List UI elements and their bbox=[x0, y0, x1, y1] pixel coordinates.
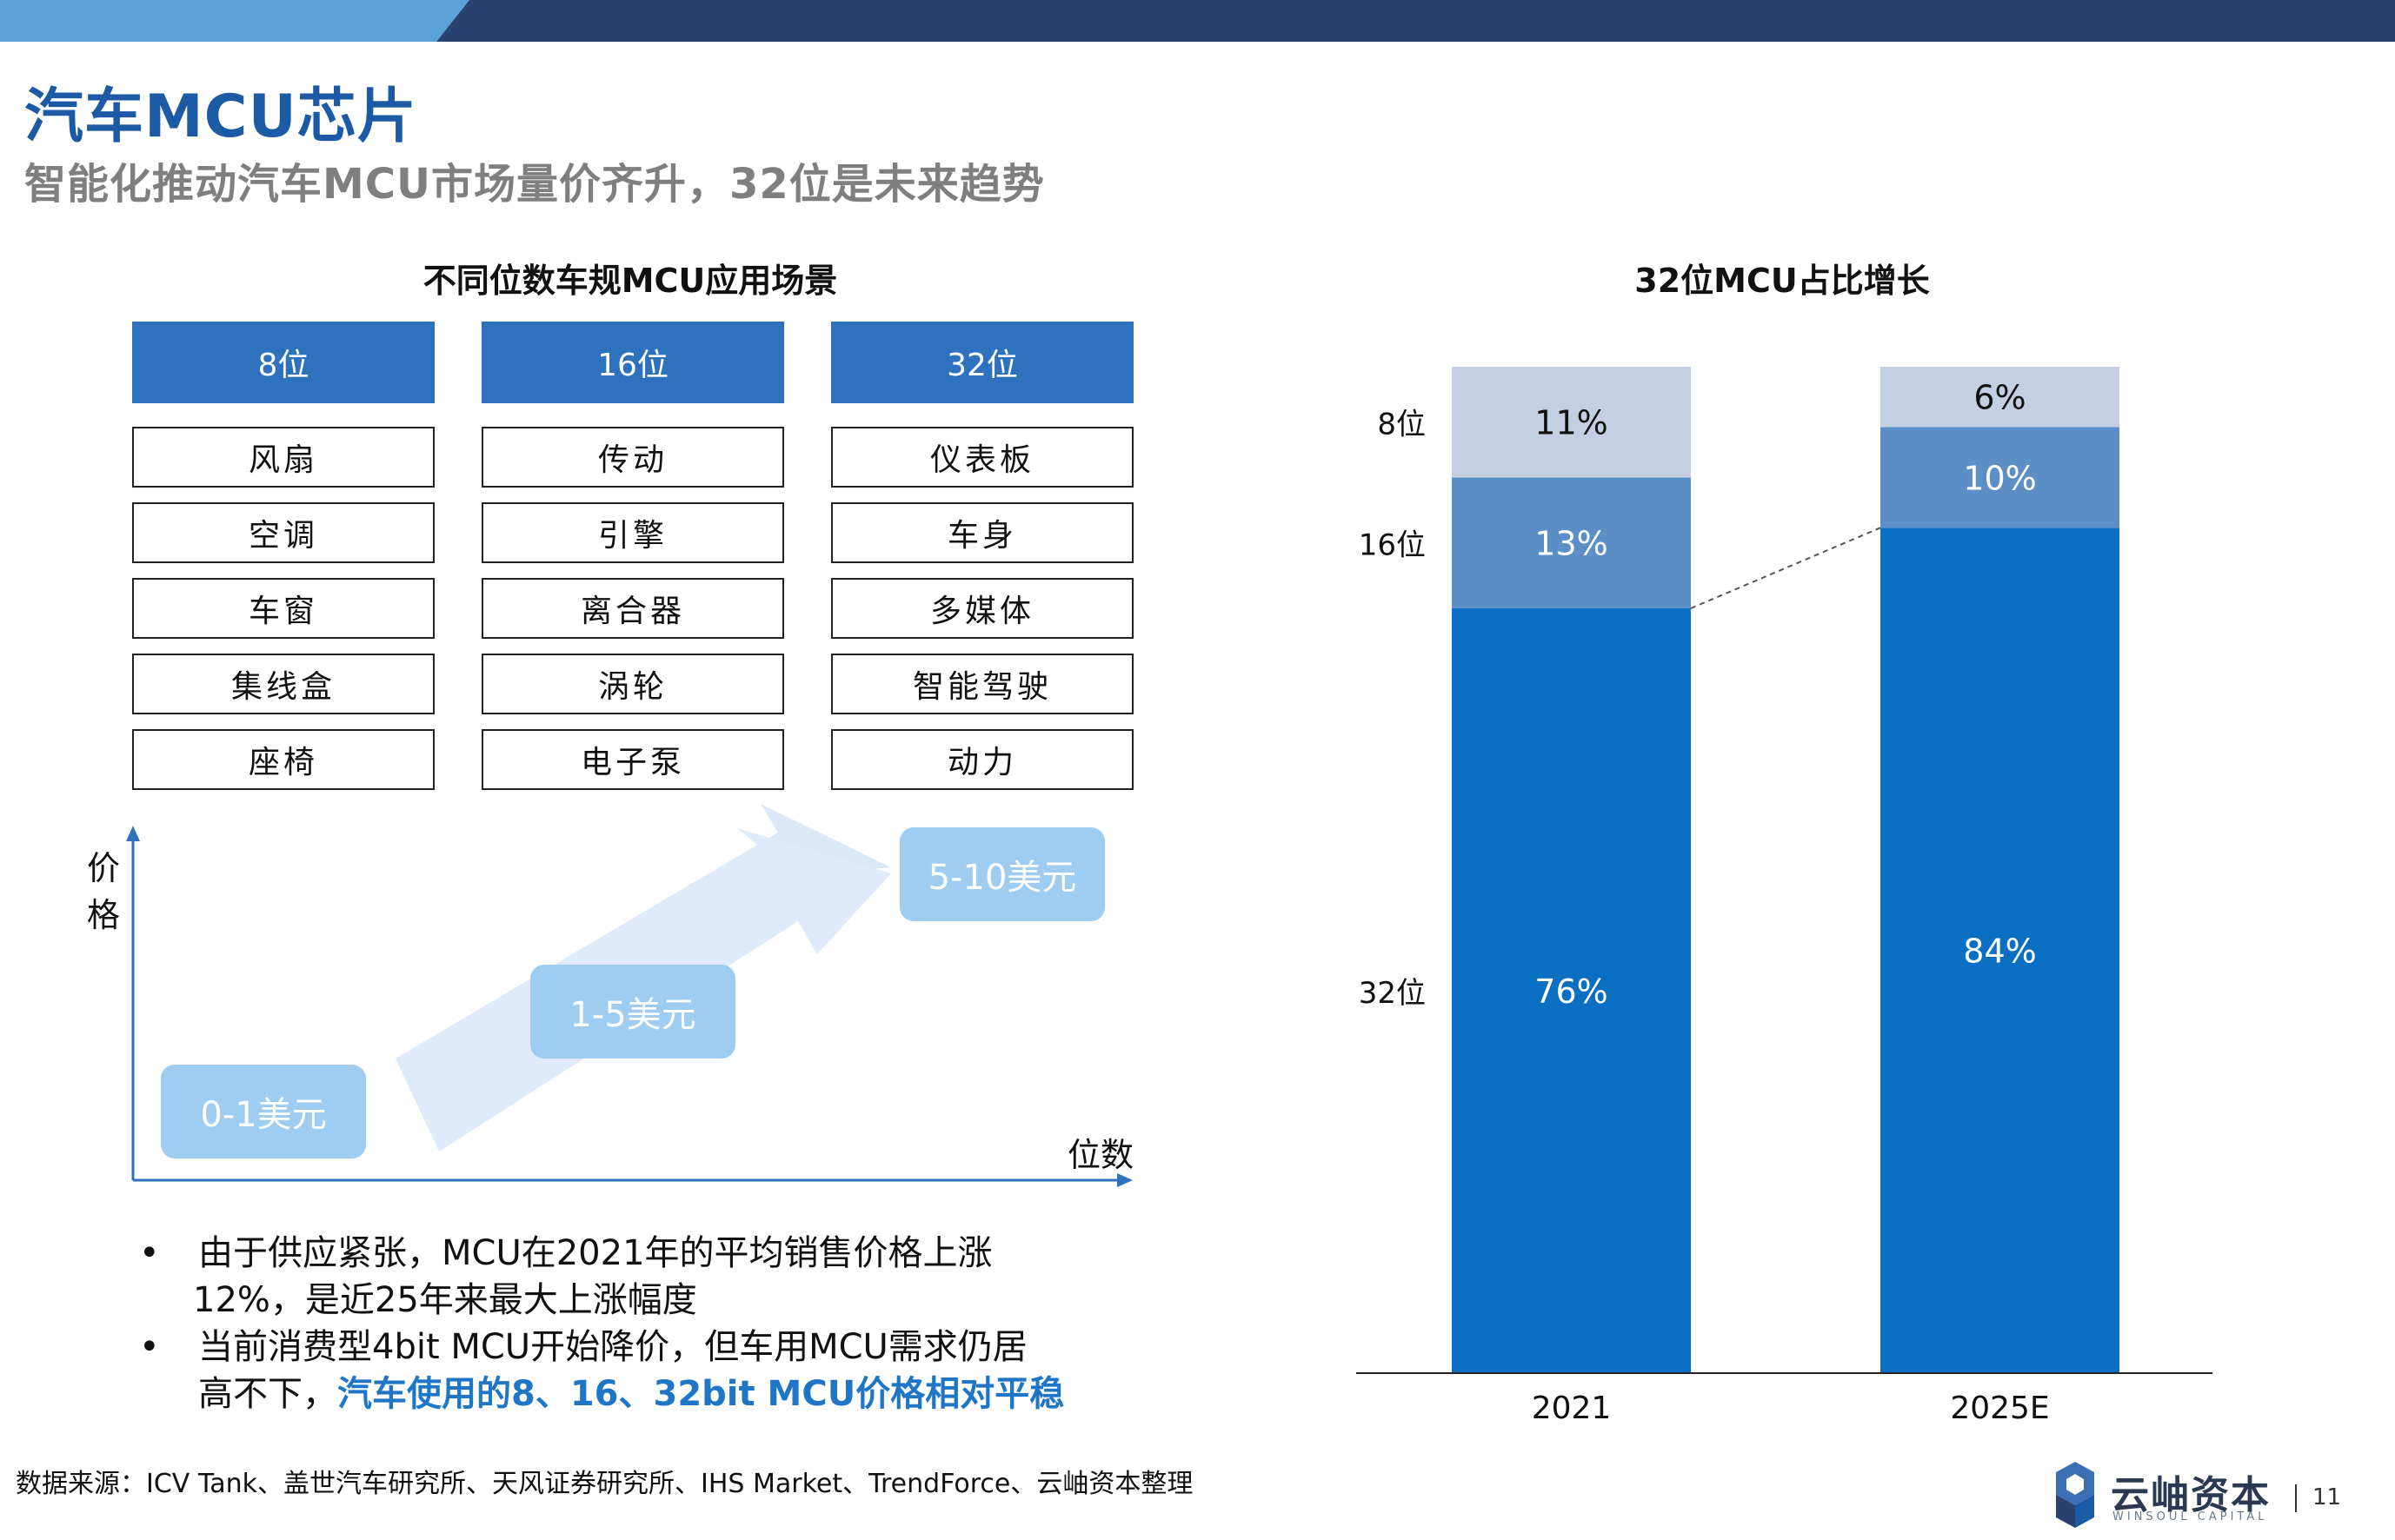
bar-segment-2021-8位 bbox=[1452, 367, 1691, 478]
bar-segment-2025E-16位 bbox=[1880, 427, 2119, 528]
data-label-2025E-32位: 84% bbox=[1963, 933, 2036, 971]
table-cell: 车身 bbox=[831, 502, 1134, 563]
x-axis-label: 位数 bbox=[1068, 1136, 1134, 1174]
table-cell: 集线盒 bbox=[132, 654, 435, 714]
page-subtitle: 智能化推动汽车MCU市场量价齐升，32位是未来趋势 bbox=[24, 160, 1045, 209]
series-label-8位: 8位 bbox=[1377, 408, 1426, 442]
data-label-2021-32位: 76% bbox=[1534, 972, 1607, 1011]
bar-segment-2021-32位 bbox=[1452, 607, 1691, 1373]
bullet-1-line-2: 12%，是近25年来最大上涨幅度 bbox=[193, 1280, 697, 1320]
chart-title: 32位MCU占比增长 bbox=[1634, 262, 1930, 300]
series-label-32位: 32位 bbox=[1359, 976, 1426, 1011]
bullet-2-line-2: 高不下，汽车使用的8、16、32bit MCU价格相对平稳 bbox=[198, 1371, 1139, 1417]
table-cell: 智能驾驶 bbox=[831, 654, 1134, 714]
table-cell: 仪表板 bbox=[831, 427, 1134, 488]
page-number-divider bbox=[2295, 1484, 2297, 1512]
y-axis-label-part1: 价 bbox=[87, 849, 121, 887]
data-source-note: 数据来源：ICV Tank、盖世汽车研究所、天风证券研究所、IHS Market… bbox=[16, 1469, 1194, 1499]
bar-segment-2021-16位 bbox=[1452, 477, 1691, 608]
bullet-2-plain-text: 高不下， bbox=[198, 1374, 337, 1414]
data-label-2025E-8位: 6% bbox=[1973, 379, 2026, 417]
bullet-item-2: • 当前消费型4bit MCU开始降价，但车用MCU需求仍居 高不下，汽车使用的… bbox=[139, 1324, 1139, 1417]
data-label-2021-16位: 13% bbox=[1534, 525, 1607, 563]
table-cell: 引擎 bbox=[482, 502, 784, 563]
bullet-dot: • bbox=[139, 1327, 160, 1367]
table-title: 不同位数车规MCU应用场景 bbox=[422, 262, 838, 300]
x-axis-arrowhead bbox=[1117, 1173, 1133, 1187]
bar-segment-2025E-8位 bbox=[1880, 367, 2119, 428]
series-label-16位: 16位 bbox=[1359, 528, 1426, 563]
bullet-item-1: • 由于供应紧张，MCU在2021年的平均销售价格上涨 12%，是近25年来最大… bbox=[139, 1230, 1139, 1324]
bullet-2-line-1: 当前消费型4bit MCU开始降价，但车用MCU需求仍居 bbox=[198, 1327, 1028, 1367]
table-cell: 离合器 bbox=[482, 578, 784, 639]
col-header-16bit: 16位 bbox=[482, 322, 784, 403]
table-cell: 座椅 bbox=[132, 729, 435, 790]
bar-segment-2025E-32位 bbox=[1880, 528, 2119, 1373]
x-tick-label-2021: 2021 bbox=[1532, 1391, 1612, 1426]
logo-icon bbox=[2056, 1462, 2094, 1528]
col-header-8bit: 8位 bbox=[132, 322, 435, 403]
trend-connector-line bbox=[1690, 527, 1881, 609]
x-tick-label-2025E: 2025E bbox=[1950, 1391, 2049, 1426]
price-box-32bit: 5-10美元 bbox=[900, 827, 1105, 921]
table-cell: 传动 bbox=[482, 427, 784, 488]
table-cell: 电子泵 bbox=[482, 729, 784, 790]
top-band-accent bbox=[0, 0, 469, 42]
col-header-32bit: 32位 bbox=[831, 322, 1134, 403]
table-cell: 风扇 bbox=[132, 427, 435, 488]
page-title: 汽车MCU芯片 bbox=[24, 83, 417, 151]
table-cell: 多媒体 bbox=[831, 578, 1134, 639]
bullet-dot: • bbox=[139, 1233, 160, 1273]
bullet-list: • 由于供应紧张，MCU在2021年的平均销售价格上涨 12%，是近25年来最大… bbox=[139, 1230, 1139, 1417]
y-axis-label-part2: 格 bbox=[87, 896, 121, 934]
data-label-2021-8位: 11% bbox=[1534, 404, 1607, 442]
bullet-1-line-1: 由于供应紧张，MCU在2021年的平均销售价格上涨 bbox=[198, 1233, 993, 1273]
data-label-2025E-16位: 10% bbox=[1963, 459, 2036, 497]
table-cell: 动力 bbox=[831, 729, 1134, 790]
y-axis-arrowhead bbox=[126, 826, 140, 841]
table-cell: 涡轮 bbox=[482, 654, 784, 714]
table-cell: 空调 bbox=[132, 502, 435, 563]
price-box-16bit: 1-5美元 bbox=[530, 965, 735, 1059]
page-number: 11 bbox=[2312, 1484, 2342, 1510]
bullet-2-highlight-text: 汽车使用的8、16、32bit MCU价格相对平稳 bbox=[337, 1374, 1065, 1414]
table-cell: 车窗 bbox=[132, 578, 435, 639]
price-box-8bit: 0-1美元 bbox=[161, 1065, 366, 1158]
logo-text: 云岫资本 bbox=[2111, 1473, 2271, 1517]
logo-subtext: WINSOUL CAPITAL bbox=[2112, 1510, 2268, 1523]
